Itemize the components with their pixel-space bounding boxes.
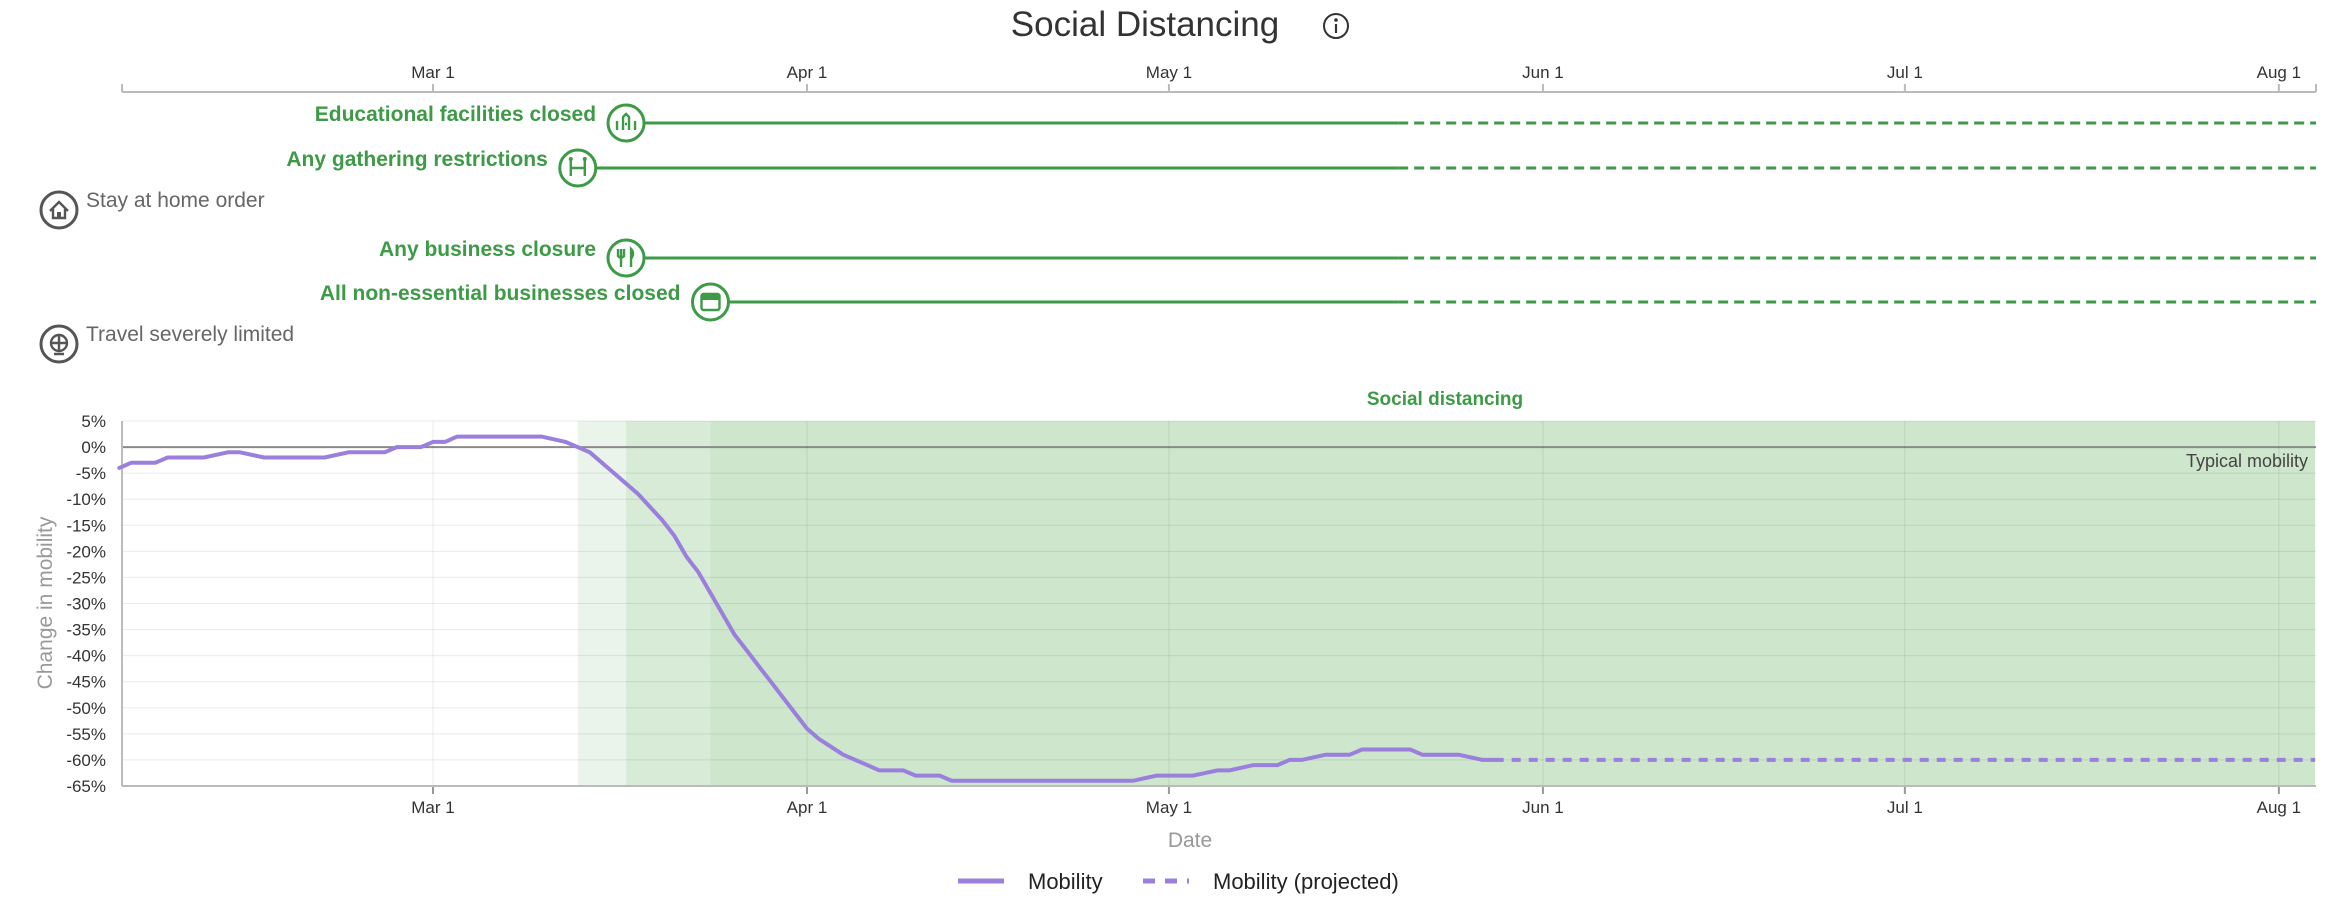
y-tick-label: -55% [66,725,106,744]
gathering-glyph [569,160,586,176]
band-label: Social distancing [1367,389,1523,410]
measure-label: Educational facilities closed [315,103,596,126]
y-tick-label: -20% [66,542,106,561]
y-tick-label: -25% [66,568,106,587]
x-tick-label: Mar 1 [411,798,454,817]
legend-label: Mobility (projected) [1213,869,1399,894]
social-distancing-band [710,421,2316,786]
y-tick-label: -60% [66,751,106,770]
y-tick-label: -40% [66,647,106,666]
legend-label: Mobility [1028,869,1103,894]
measure-label: Travel severely limited [86,323,294,346]
store-icon-ring [690,282,730,322]
y-tick-label: -35% [66,621,106,640]
gathering-dot [582,157,587,161]
timeline-tick-label: Aug 1 [2257,63,2301,82]
fork-knife-icon [606,238,646,278]
chart-title: Social Distancing [1011,5,1279,44]
measure-row-globe: Travel severely limited [39,323,294,364]
x-tick-label: Aug 1 [2257,798,2301,817]
measure-row-fork-knife: Any business closure [379,238,2316,278]
y-tick-label: 0% [81,438,106,457]
timeline-tick-label: Apr 1 [787,63,828,82]
measure-label: All non-essential businesses closed [320,282,681,305]
y-tick-label: -50% [66,699,106,718]
home-icon [39,190,79,230]
measure-label: Any gathering restrictions [286,148,547,171]
home-door [57,212,61,218]
x-tick-label: May 1 [1146,798,1192,817]
y-tick-label: -15% [66,516,106,535]
measure-row-home: Stay at home order [39,189,265,230]
gathering-icon [558,148,598,188]
measure-label: Stay at home order [86,189,265,212]
store-awning [701,294,720,300]
measure-label: Any business closure [379,238,596,261]
social-distancing-band [577,421,627,786]
fork-knife-glyph [616,246,635,267]
x-tick-label: Jul 1 [1887,798,1923,817]
y-axis-title: Change in mobility [34,516,57,689]
social-distancing-band [626,421,711,786]
info-icon[interactable] [1323,13,1349,39]
y-tick-label: -45% [66,673,106,692]
globe-icon [39,324,79,364]
school-icon [606,103,646,143]
measure-row-store: All non-essential businesses closed [320,282,2316,322]
x-axis-title: Date [1168,829,1212,852]
mobility-line [117,434,1497,783]
measure-row-school: Educational facilities closed [315,103,2316,143]
fork-knife-icon-ring [606,238,646,278]
typical-mobility-label: Typical mobility [2186,451,2308,471]
mobility-chart: Social distancing 5% 0% -5% -10% -15% -20% -25%… [34,389,2316,852]
x-tick-label: Apr 1 [787,798,828,817]
y-tick-label: -10% [66,490,106,509]
gathering-dot [568,157,573,161]
store-icon [690,282,730,322]
school-glyph [615,112,637,130]
policy-timeline: Mar 1 Apr 1 May 1 Jun 1 Jul 1 Aug 1 Educationa… [39,63,2317,364]
y-tick-label: -65% [66,777,106,796]
timeline-tick-label: Jul 1 [1887,63,1923,82]
timeline-tick-label: Mar 1 [411,63,454,82]
x-tick-label: Jun 1 [1522,798,1564,817]
chart-legend: Mobility Mobility (projected) [958,869,1399,894]
y-tick-label: -30% [66,595,106,614]
y-tick-label: 5% [81,412,106,431]
y-tick-label: -5% [76,464,106,483]
legend-item-projected[interactable]: Mobility (projected) [1143,869,1399,894]
timeline-tick-label: May 1 [1146,63,1192,82]
measure-row-gathering: Any gathering restrictions [286,148,2316,188]
home-icon-ring [39,190,79,230]
globe-lines [51,335,67,356]
timeline-tick-label: Jun 1 [1522,63,1564,82]
legend-item-mobility[interactable]: Mobility [958,869,1103,894]
